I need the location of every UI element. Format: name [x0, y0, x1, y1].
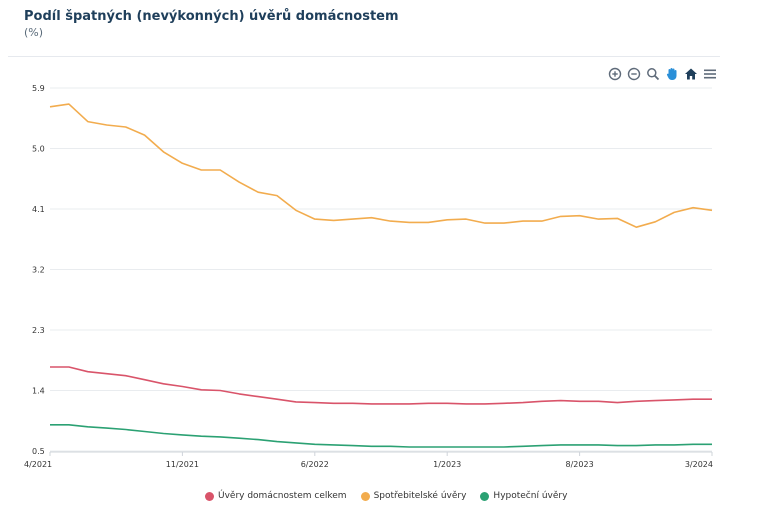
legend-label-mortgage: Hypoteční úvěry — [493, 491, 568, 501]
x-tick-label: 6/2022 — [301, 460, 329, 469]
y-tick-label: 5.9 — [32, 84, 45, 93]
chart-toolbar — [608, 66, 717, 82]
menu-icon[interactable] — [703, 67, 717, 81]
legend-swatch-total — [205, 491, 214, 501]
legend-item-mortgage[interactable]: Hypoteční úvěry — [480, 491, 567, 501]
pan-icon[interactable] — [665, 67, 679, 81]
reset-home-icon[interactable] — [684, 67, 698, 81]
y-tick-label: 3.2 — [32, 266, 45, 275]
chart-legend: Úvěry domácnostem celkem Spotřebitelské … — [205, 491, 567, 501]
y-tick-label: 0.5 — [32, 447, 45, 456]
legend-item-consumer[interactable]: Spotřebitelské úvěry — [360, 491, 467, 501]
y-tick-label: 5.0 — [32, 145, 45, 154]
series-line-consumer — [49, 103, 713, 228]
y-tick-label: 2.3 — [32, 326, 45, 335]
zoom-select-icon[interactable] — [646, 67, 660, 81]
x-tick-label: 11/2021 — [166, 460, 199, 469]
header-divider — [8, 56, 720, 57]
x-tick-label: 3/2024 — [685, 460, 713, 469]
zoom-in-icon[interactable] — [608, 67, 622, 81]
series-line-total — [50, 366, 712, 405]
series-line-mortgage — [50, 423, 712, 448]
legend-swatch-mortgage — [480, 491, 490, 501]
x-tick-label: 1/2023 — [433, 460, 461, 469]
zoom-out-icon[interactable] — [627, 67, 641, 81]
chart-title: Podíl špatných (nevýkonných) úvěrů domác… — [24, 9, 399, 24]
chart-unit: (%) — [24, 26, 44, 39]
x-tick-label: 8/2023 — [566, 460, 594, 469]
legend-item-total[interactable]: Úvěry domácnostem celkem — [205, 491, 347, 501]
legend-label-consumer: Spotřebitelské úvěry — [373, 491, 467, 501]
legend-label-total: Úvěry domácnostem celkem — [218, 491, 347, 501]
y-tick-label: 4.1 — [32, 205, 45, 214]
y-tick-label: 1.4 — [32, 387, 45, 396]
x-tick-label: 4/2021 — [24, 460, 52, 469]
legend-swatch-consumer — [360, 491, 370, 501]
